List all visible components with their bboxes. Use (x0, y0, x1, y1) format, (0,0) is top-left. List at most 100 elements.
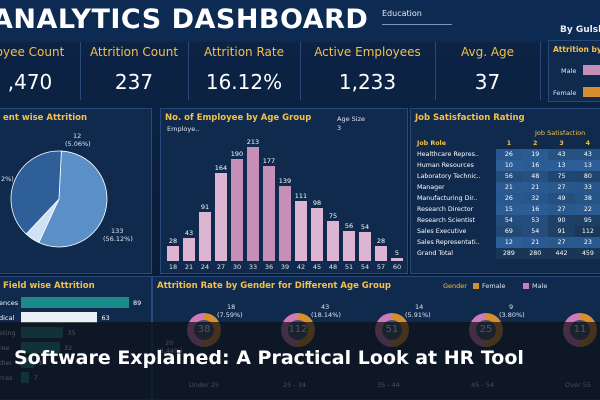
rating-cell: 459 (574, 248, 600, 259)
donut-top-value: 9 (509, 303, 514, 311)
kpi-value: ,470 (7, 70, 53, 94)
table-row: Sales Executive 69 54 91 112 (415, 226, 600, 237)
rating-cell: 4 (585, 140, 591, 147)
age-bar-value-label: 54 (360, 223, 370, 232)
donut-top-pct: (5.91%) (405, 311, 431, 319)
age-bar[interactable] (311, 208, 323, 261)
rating-cell: 75 (548, 171, 575, 182)
donut-top-pct: (18.14%) (311, 311, 341, 319)
kpi-label: oyee Count (0, 45, 65, 59)
age-bar[interactable] (231, 159, 243, 261)
rating-cell: 48 (522, 171, 549, 182)
department-attrition-panel: ent wise Attrition 12 (5.06%) 2%) 133 (5… (0, 108, 152, 274)
age-tick-label: 30 (232, 263, 242, 271)
legend-label: Employe.. (167, 125, 200, 133)
field-name: dical (0, 314, 15, 322)
age-bar[interactable] (343, 230, 355, 261)
age-bar[interactable] (215, 173, 227, 261)
rating-cell: 16 (522, 204, 549, 215)
rating-cell: 2 (533, 140, 538, 147)
job-role-cell: Research Scientist (417, 217, 475, 224)
age-tick-label: 27 (216, 263, 226, 271)
age-bar[interactable] (391, 258, 403, 261)
field-bar[interactable] (21, 312, 98, 323)
rating-cell: 21 (522, 237, 549, 248)
rating-cell: 54 (495, 215, 523, 226)
age-size-value[interactable]: 3 (337, 124, 342, 132)
age-bar-value-label: 190 (230, 150, 244, 159)
rating-cell: 33 (574, 182, 600, 193)
age-bar-value-label: 111 (294, 192, 308, 201)
pie-slice[interactable] (38, 150, 108, 248)
rating-cell: 43 (548, 149, 575, 160)
age-tick-label: 54 (360, 263, 370, 271)
slice-pct: (5.06%) (65, 140, 91, 148)
rating-cell: 32 (522, 193, 549, 204)
age-bar-value-label: 5 (394, 249, 400, 258)
male-label: Male (561, 67, 577, 75)
rating-cell: 280 (522, 248, 549, 259)
age-bar[interactable] (295, 201, 307, 261)
age-bar-value-label: 98 (312, 199, 322, 208)
table-row: Healthcare Repres.. 26 19 43 43 (415, 149, 600, 160)
age-bar[interactable] (167, 245, 179, 261)
age-bar-value-label: 75 (328, 211, 338, 220)
page-title: ANALYTICS DASHBOARD (0, 4, 369, 35)
rating-cell: 27 (548, 182, 575, 193)
job-role-cell: Manufacturing Dir.. (417, 195, 478, 202)
donut-top-value: 18 (227, 303, 236, 311)
rating-cell: 15 (495, 204, 523, 215)
slice-pct: (56.12%) (103, 235, 133, 243)
kpi-attrition-count: Attrition Count 237 (80, 42, 189, 100)
age-tick-label: 51 (344, 263, 354, 271)
education-filter-label[interactable]: Education (382, 9, 422, 18)
job-role-cell: Sales Representati.. (417, 239, 480, 246)
panel-title: Job Satisfaction Rating (415, 113, 525, 123)
pie-slice[interactable] (10, 150, 62, 235)
age-tick-label: 45 (312, 263, 322, 271)
job-role-cell: Healthcare Repres.. (417, 151, 479, 158)
age-bar[interactable] (247, 146, 259, 261)
kpi-value: 16.12% (205, 70, 283, 94)
age-bar[interactable] (327, 220, 339, 261)
age-bar[interactable] (183, 237, 195, 261)
kpi-employee-count: oyee Count ,470 (0, 42, 81, 100)
age-bar[interactable] (199, 212, 211, 261)
rating-cell: 13 (548, 160, 575, 171)
age-group-panel: No. of Employee by Age Group Employe.. A… (160, 108, 408, 274)
age-tick-label: 39 (280, 263, 290, 271)
age-bar[interactable] (375, 245, 387, 261)
kpi-value: 1,233 (338, 70, 397, 94)
age-bar[interactable] (279, 186, 291, 261)
age-tick-label: 57 (376, 263, 386, 271)
rating-cell: 442 (548, 248, 575, 259)
slice-label: 133 (111, 227, 124, 235)
rating-cell: 43 (574, 149, 600, 160)
rating-cell: 26 (495, 149, 523, 160)
field-bar[interactable] (21, 297, 129, 308)
age-tick-label: 24 (200, 263, 210, 271)
rating-cell: 21 (495, 182, 523, 193)
panel-title: Field wise Attrition (3, 281, 95, 291)
age-tick-label: 60 (392, 263, 402, 271)
kpi-label: Attrition Rate (204, 45, 284, 59)
table-row: Sales Representati.. 12 21 27 23 (415, 237, 600, 248)
rating-cell: 53 (522, 215, 549, 226)
rating-cell: 38 (574, 193, 600, 204)
table-row: Research Director 15 16 27 22 (415, 204, 600, 215)
job-role-cell: Grand Total (417, 250, 454, 257)
job-satisfaction-table: Job Role 1 2 3 4 Healthcare Repres.. 26 19 43 43 H… (415, 138, 600, 259)
column-group-label: Job Satisfaction (535, 129, 586, 137)
age-tick-label: 48 (328, 263, 338, 271)
age-bar[interactable] (263, 166, 275, 261)
female-label: Female (553, 89, 577, 97)
age-tick-label: 18 (168, 263, 178, 271)
job-role-cell: Manager (417, 184, 445, 191)
rating-cell: 1 (506, 140, 512, 147)
panel-title: Attrition by (553, 45, 600, 54)
rating-cell: 26 (495, 193, 523, 204)
kpi-label: Avg. Age (460, 45, 515, 59)
job-role-cell: Human Resources (417, 162, 474, 169)
donut-top-pct: (3.80%) (499, 311, 525, 319)
age-bar[interactable] (359, 232, 371, 261)
